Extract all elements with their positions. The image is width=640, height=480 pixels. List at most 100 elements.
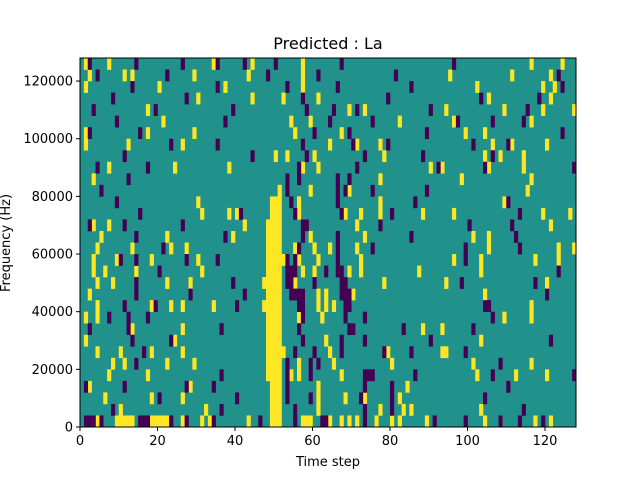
heatmap-cell-low: [114, 115, 120, 128]
heatmap-cell-high: [328, 346, 333, 359]
heatmap-cell-high: [99, 230, 104, 243]
heatmap-cell-high: [510, 69, 515, 82]
heatmap-cell-high: [486, 92, 492, 105]
heatmap-cell-low: [483, 392, 488, 405]
heatmap-cell-high: [277, 254, 282, 266]
heatmap-cell-low: [351, 138, 356, 151]
heatmap-cell-low: [157, 392, 162, 405]
heatmap-cell-low: [300, 288, 306, 301]
heatmap-cell-high: [548, 219, 554, 232]
heatmap-cell-high: [165, 230, 170, 243]
heatmap-cell-low: [362, 380, 368, 393]
heatmap-cell-high: [211, 58, 216, 70]
heatmap-cell-low: [138, 127, 143, 140]
heatmap-cell-high: [529, 58, 534, 70]
y-tick-label: 80000: [32, 190, 73, 205]
heatmap-cell-high: [308, 115, 313, 128]
x-tick-label: 100: [455, 434, 480, 449]
heatmap-cell-high: [122, 415, 127, 428]
heatmap-cell-high: [149, 300, 154, 312]
heatmap-cell-low: [471, 138, 476, 151]
heatmap-cell-high: [196, 92, 201, 105]
heatmap-cell-high: [300, 81, 306, 93]
heatmap-cell-high: [149, 415, 154, 428]
heatmap-cell-low: [424, 127, 430, 140]
heatmap-cell-high: [289, 115, 294, 128]
heatmap-cell-high: [277, 300, 282, 312]
heatmap-cell-high: [281, 254, 286, 266]
heatmap-cell-high: [266, 357, 271, 370]
heatmap-cell-high: [479, 334, 484, 347]
heatmap-cell-low: [362, 415, 368, 428]
heatmap-cell-low: [300, 300, 306, 312]
heatmap-cell-low: [169, 334, 174, 347]
heatmap-cell-low: [498, 357, 503, 370]
heatmap-cell-low: [134, 277, 139, 289]
heatmap-cell-high: [107, 58, 112, 70]
heatmap-cell-high: [149, 346, 154, 359]
heatmap-cell-low: [548, 334, 554, 347]
heatmap-cell-high: [134, 265, 139, 278]
heatmap-cell-low: [463, 254, 468, 266]
heatmap-cell-low: [215, 254, 220, 266]
heatmap-cell-low: [122, 219, 127, 232]
heatmap-cell-high: [529, 115, 534, 128]
heatmap-cell-high: [83, 311, 89, 324]
heatmap-cell-high: [246, 415, 251, 428]
heatmap-cell-low: [339, 58, 344, 70]
heatmap-cell-high: [157, 81, 162, 93]
heatmap-cell-high: [440, 346, 445, 359]
heatmap-cell-low: [184, 380, 189, 393]
heatmap-cell-high: [390, 415, 395, 428]
heatmap-cell-high: [428, 161, 433, 174]
heatmap-cell-high: [347, 265, 352, 278]
heatmap-cell-high: [316, 254, 321, 266]
heatmap-cell-low: [386, 92, 391, 105]
heatmap-cell-low: [83, 415, 89, 428]
heatmap-cell-low: [320, 415, 325, 428]
heatmap-cell-high: [266, 369, 271, 382]
heatmap-cell-high: [479, 254, 484, 266]
heatmap-cell-low: [242, 58, 247, 70]
y-tick-label: 0: [65, 421, 73, 436]
heatmap-cell-low: [467, 219, 472, 232]
heatmap-cell-low: [111, 403, 116, 416]
heatmap-cell-high: [362, 230, 368, 243]
heatmap-cell-high: [308, 230, 313, 243]
heatmap-cell-low: [304, 150, 309, 163]
heatmap-cell-low: [297, 300, 302, 312]
heatmap-cell-high: [444, 346, 449, 359]
heatmap-cell-high: [409, 403, 414, 416]
heatmap-cell-high: [83, 81, 89, 93]
heatmap-cell-low: [335, 196, 340, 209]
heatmap-cell-high: [486, 230, 492, 243]
heatmap-cell-high: [196, 254, 201, 266]
heatmap-cell-low: [335, 242, 340, 255]
heatmap-cell-low: [223, 230, 228, 243]
heatmap-cell-high: [277, 277, 282, 289]
heatmap-cell-high: [157, 415, 162, 428]
y-axis-label: Frequency (Hz): [0, 194, 14, 292]
heatmap-cell-high: [269, 254, 275, 266]
heatmap-cell-high: [328, 138, 333, 151]
heatmap-cell-low: [347, 127, 352, 140]
heatmap-cell-low: [180, 219, 185, 232]
heatmap-cell-high: [397, 415, 402, 428]
heatmap-cell-high: [269, 207, 275, 220]
heatmap-cell-high: [483, 415, 488, 428]
heatmap-cell-low: [219, 323, 224, 336]
heatmap-cell-low: [122, 150, 127, 163]
heatmap-cell-high: [483, 150, 488, 163]
heatmap-cell-low: [459, 277, 464, 289]
heatmap-cell-high: [312, 265, 317, 278]
heatmap-cell-high: [424, 415, 430, 428]
heatmap-cell-low: [238, 207, 244, 220]
heatmap-cell-low: [145, 311, 151, 324]
heatmap-cell-low: [335, 230, 340, 243]
heatmap-cell-low: [335, 265, 340, 278]
heatmap-cell-low: [87, 58, 92, 70]
heatmap-cell-high: [297, 311, 302, 324]
heatmap-cell-low: [235, 300, 240, 312]
heatmap-cell-low: [541, 415, 546, 428]
